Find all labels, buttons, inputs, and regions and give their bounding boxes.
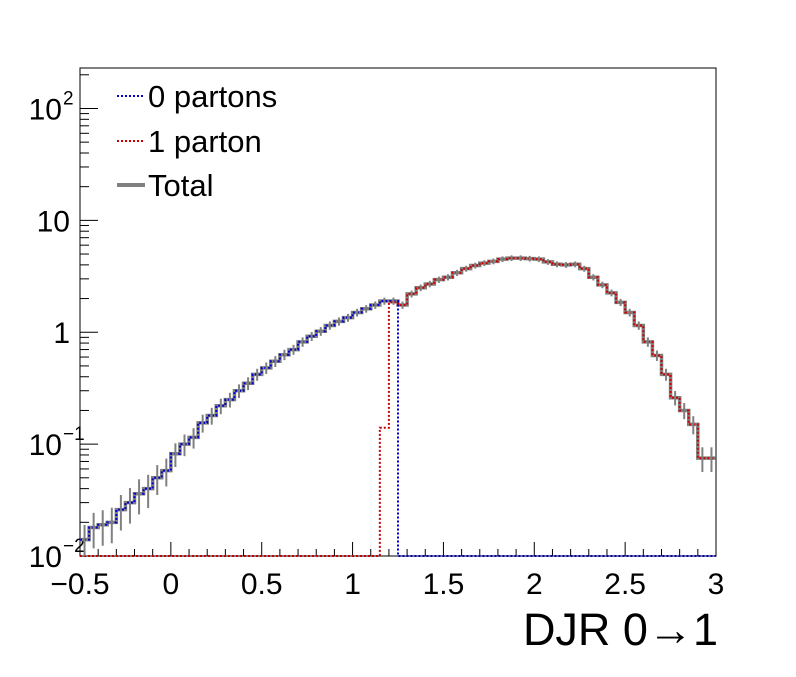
series-line-0-partons — [80, 300, 716, 557]
y-tick-label-exponent: 2 — [63, 88, 74, 109]
y-tick-label-exponent: −2 — [63, 536, 85, 557]
x-tick-label: −0.5 — [50, 568, 109, 601]
series-layer — [80, 255, 716, 557]
y-tick-label: 10 — [29, 93, 62, 126]
y-tick-label: 10 — [29, 541, 62, 574]
y-tick-label-exponent: −1 — [63, 424, 85, 445]
legend: 0 partons 1 parton Total — [117, 79, 277, 203]
legend-label-total: Total — [148, 168, 213, 203]
x-tick-label: 1.5 — [423, 568, 465, 601]
x-tick-label: 2.5 — [604, 568, 646, 601]
y-tick-label: 10 — [37, 205, 70, 238]
x-axis-title: DJR 0→1 — [523, 604, 718, 655]
x-axis: −0.5 0 0.5 1 1.5 2 2.5 3 — [50, 542, 724, 601]
y-tick-label: 1 — [53, 317, 70, 350]
plot-frame — [79, 67, 717, 557]
x-tick-label: 3 — [708, 568, 725, 601]
x-tick-label: 0 — [163, 568, 180, 601]
x-tick-label: 0.5 — [241, 568, 283, 601]
y-tick-label: 10 — [29, 429, 62, 462]
legend-label-0-partons: 0 partons — [148, 79, 277, 114]
x-tick-label: 1 — [344, 568, 361, 601]
x-tick-label: 2 — [526, 568, 543, 601]
legend-label-1-parton: 1 parton — [148, 124, 262, 159]
